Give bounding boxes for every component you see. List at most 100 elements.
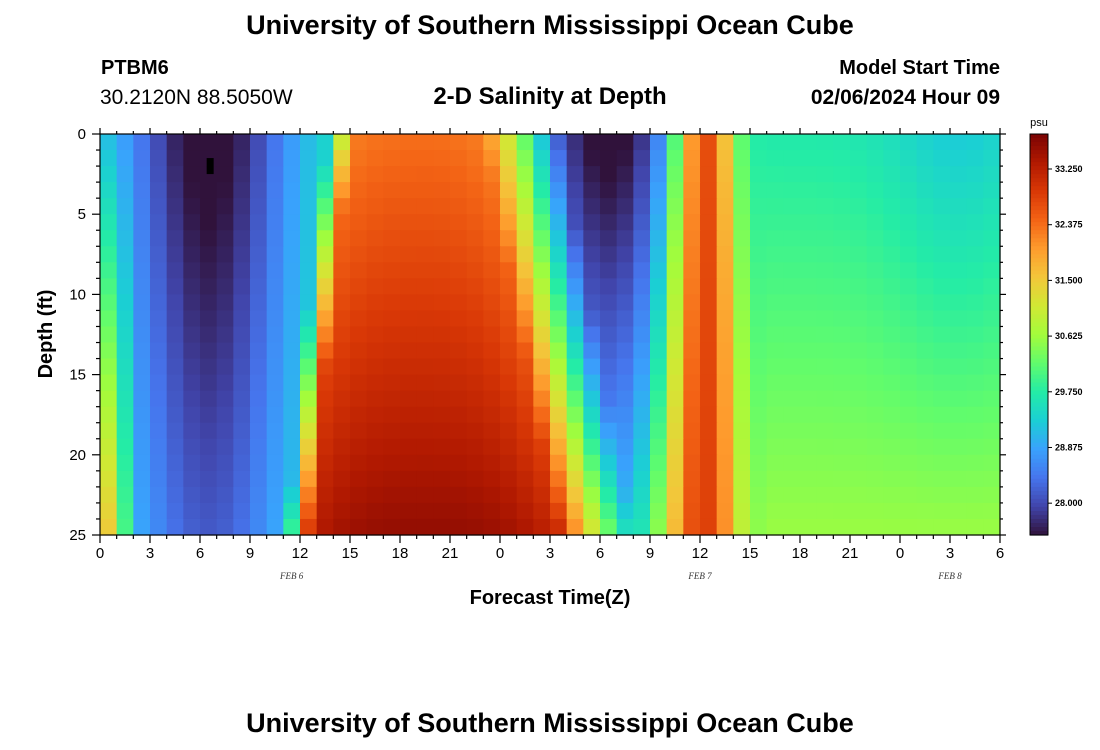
- heatmap-cell: [183, 182, 201, 199]
- heatmap-cell: [400, 214, 418, 231]
- heatmap-cell: [233, 486, 251, 504]
- heatmap-cell: [416, 502, 434, 520]
- heatmap-cell: [166, 406, 184, 424]
- heatmap-cell: [616, 230, 634, 247]
- heatmap-cell: [783, 166, 801, 183]
- heatmap-cell: [516, 246, 534, 263]
- heatmap-cell: [600, 422, 618, 440]
- heatmap-cell: [650, 182, 668, 199]
- heatmap-cell: [566, 198, 584, 215]
- heatmap-cell: [666, 214, 684, 231]
- heatmap-cell: [733, 134, 751, 151]
- heatmap-cell: [450, 246, 468, 263]
- heatmap-cell: [266, 342, 284, 360]
- heatmap-cell: [533, 358, 551, 376]
- heatmap-cell: [366, 294, 384, 312]
- heatmap-cell: [766, 294, 784, 312]
- heatmap-cell: [200, 454, 218, 472]
- heatmap-cell: [133, 262, 151, 279]
- heatmap-cell: [750, 262, 768, 279]
- heatmap-cell: [550, 406, 568, 424]
- heatmap-cell: [766, 422, 784, 440]
- colorbar-segment: [1030, 142, 1048, 147]
- colorbar-segment: [1030, 494, 1048, 500]
- heatmap-cell: [966, 390, 984, 408]
- heatmap-cell: [683, 182, 701, 199]
- heatmap-cell: [350, 166, 368, 183]
- colorbar-segment: [1030, 418, 1048, 424]
- heatmap-cell: [516, 390, 534, 408]
- heatmap-cell: [366, 166, 384, 183]
- heatmap-cell: [850, 198, 868, 215]
- x-tick-label: 21: [842, 545, 859, 562]
- heatmap-cell: [216, 246, 234, 263]
- heatmap-cell: [283, 294, 301, 312]
- heatmap-cell: [833, 502, 851, 520]
- heatmap-cell: [316, 454, 334, 472]
- heatmap-cell: [733, 518, 751, 536]
- heatmap-cell: [900, 246, 918, 263]
- heatmap-cell: [716, 310, 734, 328]
- heatmap-cell: [900, 454, 918, 472]
- colorbar-segment: [1030, 230, 1048, 235]
- heatmap-cell: [700, 374, 718, 392]
- heatmap-cell: [816, 326, 834, 344]
- heatmap-cell: [366, 150, 384, 167]
- heatmap-cell: [650, 390, 668, 408]
- x-tick-label: 0: [496, 545, 504, 562]
- heatmap-cell: [216, 230, 234, 247]
- heatmap-cell: [966, 406, 984, 424]
- heatmap-cell: [350, 358, 368, 376]
- heatmap-cell: [466, 198, 484, 215]
- heatmap-cell: [483, 246, 501, 263]
- heatmap-cell: [116, 262, 134, 279]
- heatmap-cell: [250, 246, 268, 263]
- heatmap-cell: [950, 358, 968, 376]
- heatmap-cell: [266, 502, 284, 520]
- colorbar-segment: [1030, 302, 1048, 308]
- heatmap-cell: [450, 198, 468, 215]
- heatmap-cell: [150, 470, 168, 488]
- heatmap-cell: [633, 454, 651, 472]
- heatmap-cell: [283, 502, 301, 520]
- heatmap-cell: [383, 454, 401, 472]
- date-label: FEB 6: [279, 571, 304, 581]
- heatmap-cell: [250, 470, 268, 488]
- heatmap-cell: [633, 326, 651, 344]
- heatmap-cell: [600, 390, 618, 408]
- heatmap-cell: [150, 326, 168, 344]
- heatmap-cell: [516, 374, 534, 392]
- heatmap-cell: [816, 518, 834, 536]
- heatmap-cell: [500, 278, 518, 295]
- heatmap-cell: [600, 214, 618, 231]
- heatmap-cell: [316, 150, 334, 167]
- heatmap-cell: [250, 374, 268, 392]
- heatmap-cell: [633, 358, 651, 376]
- colorbar-segment: [1030, 402, 1048, 408]
- heatmap-cell: [116, 182, 134, 199]
- heatmap-cell: [950, 134, 968, 151]
- heatmap-cell: [450, 214, 468, 231]
- heatmap-cell: [300, 390, 318, 408]
- heatmap-cell: [166, 262, 184, 279]
- heatmap-cell: [850, 486, 868, 504]
- colorbar-segment: [1030, 374, 1048, 380]
- heatmap-cell: [300, 470, 318, 488]
- colorbar-segment: [1030, 362, 1048, 368]
- heatmap-cell: [750, 134, 768, 151]
- heatmap-cell: [200, 134, 218, 151]
- heatmap-cell: [700, 214, 718, 231]
- heatmap-cell: [583, 390, 601, 408]
- heatmap-cell: [500, 246, 518, 263]
- heatmap-cell: [700, 262, 718, 279]
- heatmap-cell: [900, 422, 918, 440]
- heatmap-cell: [116, 438, 134, 456]
- heatmap-cell: [566, 454, 584, 472]
- colorbar-segment: [1030, 358, 1048, 364]
- heatmap-cell: [700, 326, 718, 344]
- heatmap-cell: [783, 358, 801, 376]
- heatmap-cell: [716, 390, 734, 408]
- heatmap-cell: [250, 326, 268, 344]
- heatmap-cell: [416, 358, 434, 376]
- heatmap-cell: [783, 342, 801, 360]
